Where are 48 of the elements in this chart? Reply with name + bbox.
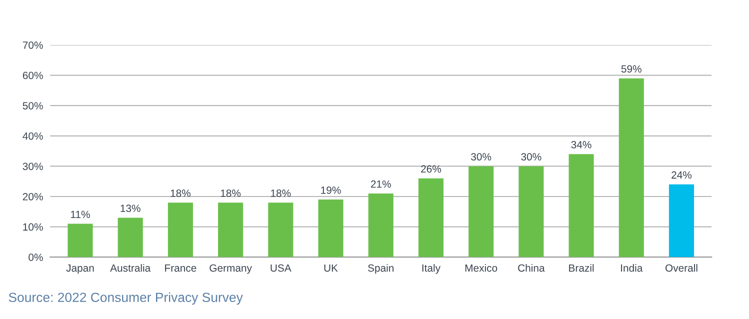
bar — [118, 218, 143, 258]
y-tick-label: 20% — [22, 193, 43, 200]
bar — [68, 224, 93, 258]
x-tick-label: India — [621, 264, 643, 272]
bar — [268, 202, 294, 258]
x-tick-label: UK — [324, 264, 338, 272]
data-label: 30% — [471, 153, 492, 161]
bar — [468, 166, 494, 258]
x-tick-label: Germany — [210, 264, 252, 274]
y-tick-label: 60% — [22, 72, 43, 80]
bar — [318, 200, 344, 258]
data-label: 59% — [621, 65, 642, 73]
y-tick-label: 50% — [22, 102, 43, 110]
data-label: 18% — [170, 189, 191, 197]
data-label: 34% — [571, 141, 592, 148]
x-tick-label: Brazil — [569, 264, 594, 272]
data-label: 24% — [672, 171, 692, 179]
bar — [418, 178, 444, 258]
x-tick-label: Spain — [368, 264, 394, 274]
y-tick-label: 40% — [22, 132, 43, 140]
x-tick-label: Overall — [665, 264, 698, 272]
x-tick-label: China — [518, 264, 545, 272]
bar — [668, 184, 694, 258]
y-tick-label: 70% — [22, 41, 43, 49]
data-label: 11% — [71, 210, 90, 218]
data-label: 13% — [120, 204, 140, 212]
x-tick-label: Japan — [66, 264, 94, 274]
data-label: 18% — [220, 189, 241, 197]
data-label: 19% — [321, 186, 341, 194]
x-tick-label: Australia — [110, 264, 151, 272]
x-tick-label: Mexico — [465, 264, 498, 272]
data-label: 21% — [370, 180, 391, 188]
bar — [168, 202, 193, 258]
x-tick-label: USA — [270, 264, 292, 272]
y-tick-label: 0% — [28, 254, 43, 261]
source-note: Source: 2022 Consumer Privacy Survey — [8, 292, 243, 305]
bar — [368, 193, 394, 258]
data-label: 26% — [421, 165, 442, 173]
bar — [518, 166, 544, 258]
data-label: 30% — [521, 153, 542, 161]
bar — [618, 78, 644, 258]
y-tick-label: 30% — [22, 162, 43, 170]
x-tick-label: Italy — [422, 264, 441, 274]
bar — [568, 154, 594, 258]
bar — [218, 202, 244, 258]
x-tick-label: France — [165, 264, 196, 272]
y-tick-label: 10% — [23, 223, 43, 231]
data-label: 18% — [271, 189, 291, 197]
